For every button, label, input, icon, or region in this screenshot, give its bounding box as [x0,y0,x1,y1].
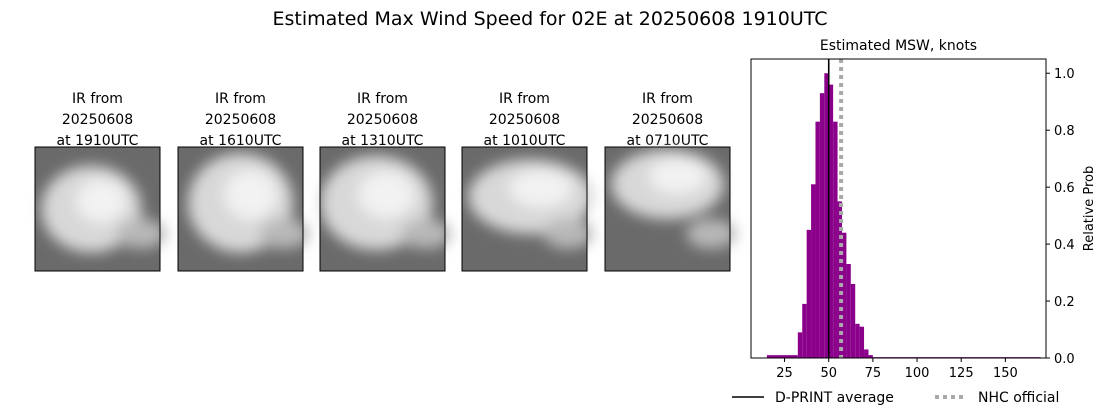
panel-title: IR from [499,91,550,107]
bar [824,73,829,358]
panel-title: IR from [72,91,123,107]
ir-image [461,146,594,272]
ir-image [177,146,310,272]
panel-title: at 1910UTC [57,133,139,149]
bar [815,121,820,359]
x-tick-label: 100 [905,366,930,381]
panel-title: at 0710UTC [627,133,709,149]
ir-frame [177,146,304,272]
panel-title: at 1310UTC [342,133,424,149]
bar [802,303,807,358]
ir-image [34,146,167,272]
x-tick-label: 150 [993,366,1018,381]
cloud [543,218,594,249]
panel-title: at 1010UTC [484,133,566,149]
bar [837,201,842,358]
plot-frame [750,58,1047,359]
y-tick-label: 0.2 [1054,295,1075,310]
cloud [649,158,706,194]
figure-title: Estimated Max Wind Speed for 02E at 2025… [272,8,827,30]
y-tick-label: 0.4 [1054,238,1075,253]
bar [811,184,816,358]
bar [855,323,860,358]
panel-title: 20250608 [489,112,560,128]
bar [797,332,803,358]
bar [868,355,873,358]
y-tick-label: 0.0 [1054,352,1075,367]
bar [828,84,834,358]
legend-label: NHC official [978,390,1059,406]
y-tick-label: 0.8 [1054,124,1075,139]
x-tick-label: 25 [776,366,793,381]
ir-clouds [468,159,594,249]
panel-title: at 1610UTC [200,133,282,149]
ir-clouds [320,155,452,250]
bar [833,121,838,359]
bar [850,283,856,358]
x-tick-label: 75 [865,366,882,381]
chart-title: Estimated MSW, knots [820,38,977,54]
ir-image [604,146,737,272]
cloud [76,179,127,223]
bar [864,349,869,358]
bar [766,355,798,358]
y-tick-label: 1.0 [1054,67,1075,82]
panel-title: 20250608 [632,112,703,128]
panel-title: IR from [357,91,408,107]
cloud [116,218,167,249]
bar [859,326,865,358]
ir-frame [319,146,446,272]
bar [841,232,847,358]
y-tick-label: 0.6 [1054,181,1075,196]
ir-frame [461,146,588,272]
x-tick-label: 125 [949,366,974,381]
cloud [401,218,452,249]
ir-frame [34,146,161,272]
cloud [224,170,277,220]
legend-label: D-PRINT average [775,390,894,406]
ir-clouds [611,149,737,249]
cloud [358,171,415,219]
ir-clouds [41,165,167,253]
bar [806,229,812,358]
ir-frame [604,146,731,272]
panel-title: 20250608 [347,112,418,128]
panel-title: IR from [642,91,693,107]
y-axis-label: Relative Prob [1082,166,1097,251]
panel-title: 20250608 [205,112,276,128]
panel-title: 20250608 [62,112,133,128]
bar [846,264,851,358]
cloud [259,218,310,249]
cloud [686,218,737,249]
x-tick-label: 50 [820,366,837,381]
panel-title: IR from [215,91,266,107]
ir-clouds [188,153,310,253]
cloud [509,170,572,208]
ir-image [319,146,452,272]
bar [819,93,825,359]
